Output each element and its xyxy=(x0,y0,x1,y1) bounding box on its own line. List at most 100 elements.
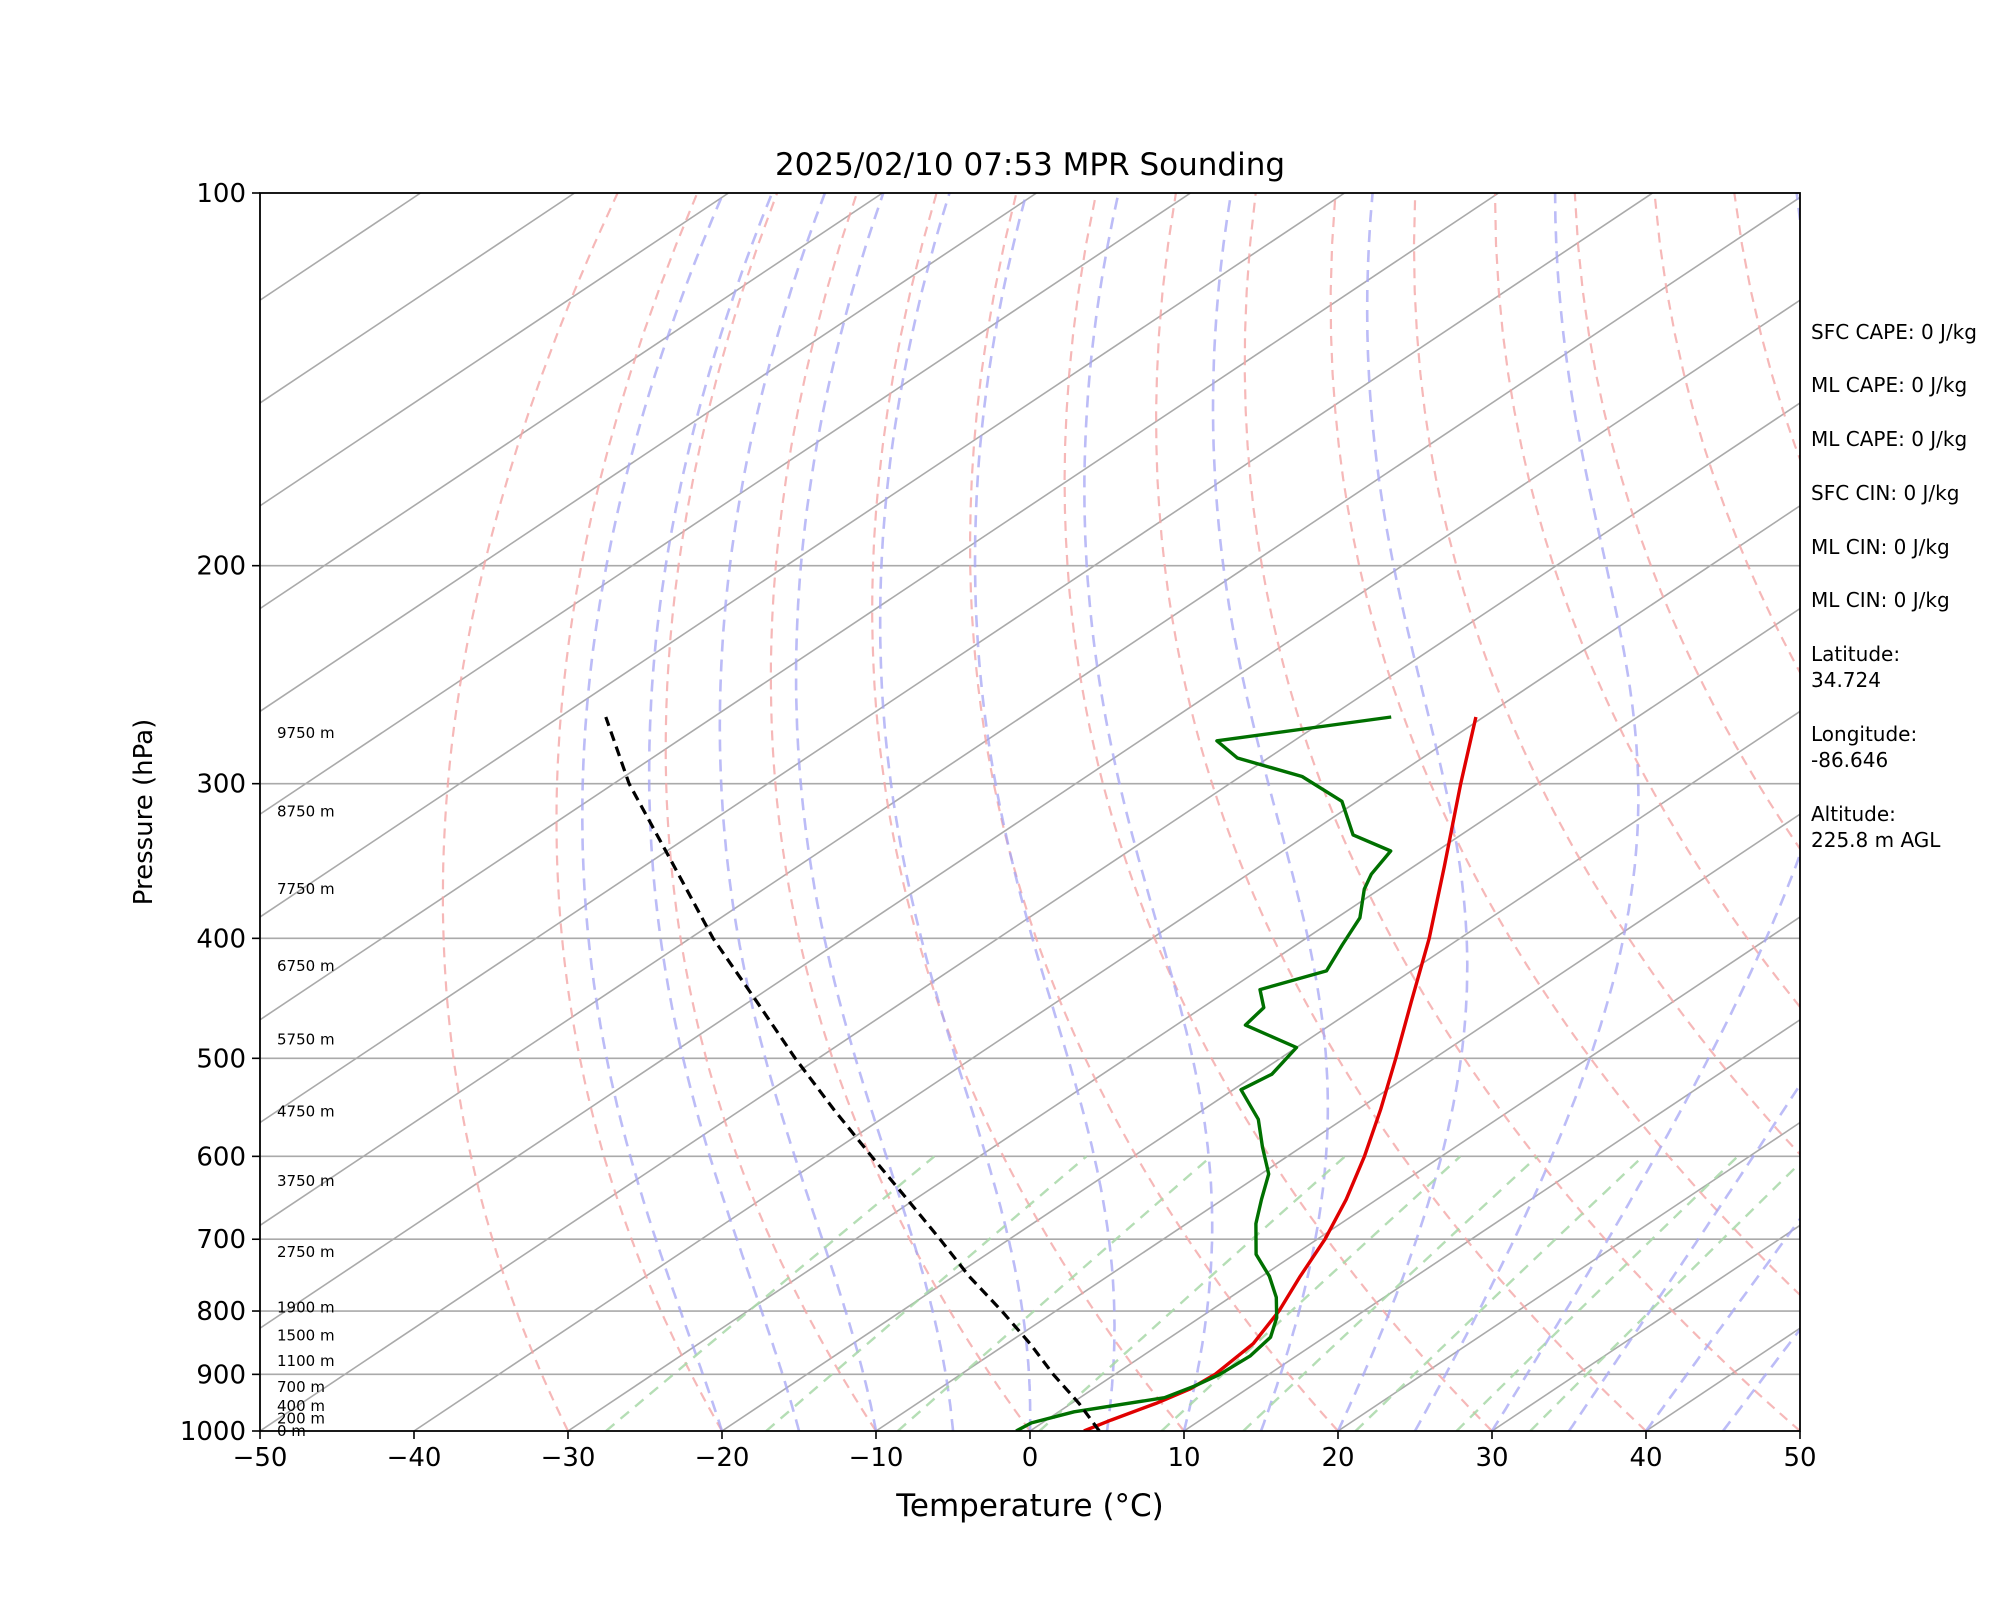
moist-adiabat-line xyxy=(647,193,801,1431)
height-label: 4750 m xyxy=(277,1103,335,1121)
isotherm-line xyxy=(567,607,1800,1431)
isotherm-line xyxy=(260,402,1800,1431)
dry-adiabat-line xyxy=(1063,193,1493,1431)
ml-cin-text-2: ML CIN: 0 J/kg xyxy=(1811,588,1950,612)
moist-adiabat-line xyxy=(1211,193,1330,1431)
axis-ticks: −50 −40 −30 −20 −10 0 10 20 30 40 50 100 200 300 400 50… xyxy=(180,179,1817,1473)
isotherm-line xyxy=(1029,916,1800,1431)
height-label: 5750 m xyxy=(277,1031,335,1049)
dry-adiabat-line xyxy=(769,193,1031,1431)
x-tick-label: −30 xyxy=(541,1443,596,1473)
x-tick-label: −20 xyxy=(695,1443,750,1473)
dry-adiabat-line xyxy=(968,193,1339,1431)
latitude-info: Latitude: 34.724 xyxy=(1811,641,1900,693)
x-tick-label: 10 xyxy=(1167,1443,1200,1473)
mixing-ratio-line xyxy=(765,1155,1088,1431)
y-tick-label: 200 xyxy=(196,552,246,582)
y-tick-label: 900 xyxy=(196,1360,246,1390)
parcel-path-line xyxy=(604,716,1101,1431)
x-tick-label: −40 xyxy=(387,1443,442,1473)
dewpoint-profile-line xyxy=(1015,715,1393,1431)
y-tick-label: 500 xyxy=(196,1044,246,1074)
isotherm-line xyxy=(413,504,1800,1431)
x-tick-label: −10 xyxy=(849,1443,904,1473)
isotherm-line xyxy=(260,193,1037,713)
ml-cape-text-2: ML CAPE: 0 J/kg xyxy=(1811,427,1968,451)
isotherm-line xyxy=(875,813,1800,1431)
moist-adiabat-line xyxy=(878,193,1032,1431)
x-tick-label: 0 xyxy=(1022,1443,1039,1473)
ml-cin-text: ML CIN: 0 J/kg xyxy=(1811,535,1950,559)
y-tick-label: 600 xyxy=(196,1142,246,1172)
isotherm-line xyxy=(260,196,1800,1227)
mixing-ratio-line xyxy=(1160,1155,1462,1431)
isotherm-line xyxy=(260,193,1653,1124)
dry-adiabat-line xyxy=(664,193,877,1431)
dry-adiabat-line xyxy=(1412,193,1800,1157)
x-tick-label: 50 xyxy=(1783,1443,1816,1473)
mixing-ratio-line xyxy=(897,1155,1212,1431)
longitude-info: Longitude: -86.646 xyxy=(1811,721,1917,773)
dry-adiabat-line xyxy=(555,193,723,1431)
height-label: 7750 m xyxy=(277,880,335,898)
y-tick-label: 1000 xyxy=(180,1417,246,1447)
dry-adiabat-line xyxy=(871,193,1185,1431)
isotherm-line xyxy=(260,193,729,507)
isotherm-line xyxy=(260,193,575,404)
y-tick-label: 400 xyxy=(196,924,246,954)
isotherm-line xyxy=(721,710,1800,1431)
moist-adiabat-line xyxy=(794,193,955,1431)
sfc-cin-text: SFC CIN: 0 J/kg xyxy=(1811,481,1960,505)
sfc-cape-text: SFC CAPE: 0 J/kg xyxy=(1811,320,1977,344)
y-axis-label: Pressure (hPa) xyxy=(129,719,159,906)
y-tick-label: 100 xyxy=(196,179,246,209)
height-label: 8750 m xyxy=(277,803,335,821)
mixing-ratio-line xyxy=(1455,1155,1739,1431)
background-lines xyxy=(260,193,2000,1431)
longitude-value: -86.646 xyxy=(1811,748,1889,772)
height-label: 400 m xyxy=(277,1397,325,1415)
dry-adiabat-line xyxy=(1243,193,1800,1431)
latitude-label: Latitude: xyxy=(1811,642,1901,666)
altitude-info: Altitude: 225.8 m AGL xyxy=(1811,801,1940,853)
x-axis-label: Temperature (°C) xyxy=(895,1488,1164,1524)
height-label: 1100 m xyxy=(277,1352,335,1370)
x-tick-label: 40 xyxy=(1629,1443,1662,1473)
mixing-ratio-line xyxy=(1529,1161,1800,1431)
dry-adiabat-line xyxy=(1154,193,1647,1431)
dry-adiabat-line xyxy=(1573,193,1800,851)
height-label: 9750 m xyxy=(277,724,335,742)
mixing-ratio-line xyxy=(1242,1155,1539,1431)
moist-adiabat-line xyxy=(1567,1082,1800,1431)
isotherm-line xyxy=(260,299,1800,1330)
moist-adiabat-line xyxy=(580,193,725,1431)
height-label: 3750 m xyxy=(277,1172,335,1190)
isotherm-line xyxy=(260,193,1191,816)
moist-adiabat-line xyxy=(1336,193,1469,1431)
x-tick-label: 30 xyxy=(1475,1443,1508,1473)
height-label: 200 m xyxy=(277,1409,325,1427)
mixing-ratio-line xyxy=(605,1155,936,1431)
isotherm-line xyxy=(1337,1121,1800,1431)
moist-adiabat-line xyxy=(718,193,878,1431)
longitude-label: Longitude: xyxy=(1811,722,1918,746)
height-label: 1500 m xyxy=(277,1326,335,1344)
x-tick-label: 20 xyxy=(1321,1443,1354,1473)
isotherm-line xyxy=(260,193,1499,1021)
moist-adiabat-line xyxy=(1721,1327,1800,1431)
height-label: 1900 m xyxy=(277,1299,335,1317)
isotherm-line xyxy=(260,193,1345,918)
y-tick-label: 800 xyxy=(196,1297,246,1327)
height-label: 6750 m xyxy=(277,957,335,975)
dry-adiabat-line xyxy=(1974,193,2000,1431)
dry-adiabat-line xyxy=(1493,193,1800,1009)
moist-adiabat-line xyxy=(1083,193,1214,1431)
x-tick-label: −50 xyxy=(233,1443,288,1473)
y-tick-label: 300 xyxy=(196,770,246,800)
moist-adiabat-line xyxy=(973,193,1116,1431)
height-label: 700 m xyxy=(277,1378,325,1396)
isotherm-line xyxy=(260,193,883,610)
height-label: 2750 m xyxy=(277,1243,335,1261)
